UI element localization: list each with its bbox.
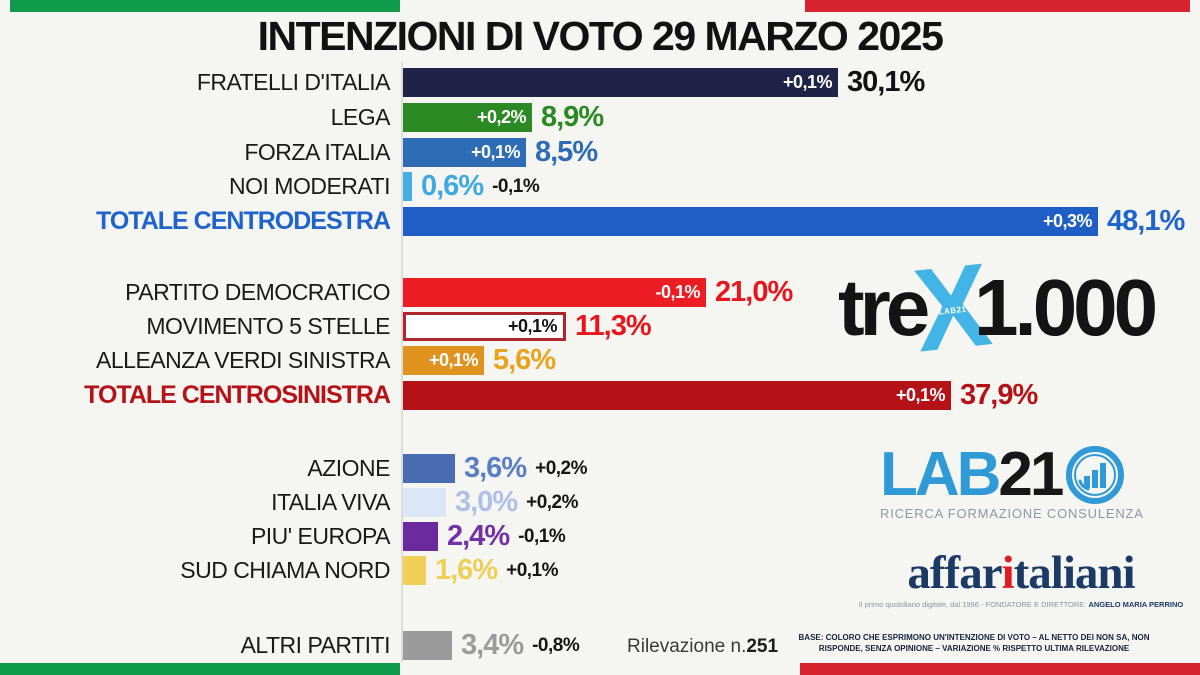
bar-row-italia-viva: ITALIA VIVA +0,2% 3,0% +0,2% bbox=[0, 488, 1200, 517]
value-label: 2,4% bbox=[447, 520, 510, 552]
delta-label: +0,2% bbox=[526, 491, 579, 513]
flag-stripe-bottom-green bbox=[0, 663, 400, 675]
delta-label: -0,1% bbox=[492, 175, 540, 197]
value-label: 1,6% bbox=[435, 554, 498, 586]
bar: +0,1% bbox=[403, 556, 426, 585]
lab21-logo-caption: RICERCA FORMAZIONE CONSULENZA bbox=[880, 506, 1144, 521]
bar: -0,1% bbox=[403, 278, 706, 307]
bar: +0,2% bbox=[403, 103, 532, 132]
bar-row-totale-centrosinistra: TOTALE CENTROSINISTRA +0,1%37,9%+0,1% bbox=[0, 381, 1200, 410]
delta-badge: +0,1% bbox=[782, 72, 833, 92]
trex-logo-text-1000: 1.000 bbox=[973, 263, 1158, 352]
party-label: FORZA ITALIA bbox=[244, 139, 390, 165]
value-label: 3,0% bbox=[455, 486, 518, 518]
value-label: 48,1% bbox=[1107, 205, 1185, 237]
bar: +0,1% bbox=[403, 138, 526, 167]
bar: +0,3% bbox=[403, 207, 1098, 236]
lab21-chart-circle-icon bbox=[1066, 446, 1125, 504]
party-label: LEGA bbox=[330, 104, 391, 130]
bar: +0,2% bbox=[403, 454, 455, 483]
party-label: AZIONE bbox=[307, 455, 390, 481]
methodology-footnote: BASE: COLORO CHE ESPRIMONO UN'INTENZIONE… bbox=[788, 633, 1160, 655]
trex-logo-text-tre: tre bbox=[838, 263, 930, 352]
lab21-logo: LAB 21 RICERCA FORMAZIONE CONSULENZA bbox=[880, 440, 1190, 522]
party-label: FRATELLI D'ITALIA bbox=[196, 69, 391, 95]
coalition-label: TOTALE CENTRODESTRA bbox=[96, 207, 391, 235]
value-label: 30,1% bbox=[847, 66, 925, 98]
bar-row-sud-chiama-nord: SUD CHIAMA NORD +0,1% 1,6% +0,1% bbox=[0, 556, 1200, 585]
delta-badge: +0,3% bbox=[1042, 211, 1093, 231]
lab21-logo-text-21: 21 bbox=[998, 440, 1064, 509]
affaritaliani-tagline: Il primo quotidiano digitale, dal 1996 -… bbox=[858, 600, 1184, 609]
value-label: 8,9% bbox=[541, 101, 604, 133]
party-label: ITALIA VIVA bbox=[271, 489, 390, 515]
affaritaliani-red-i: i bbox=[1001, 547, 1015, 599]
delta-badge: +0,1% bbox=[507, 316, 558, 336]
value-label: 3,4% bbox=[461, 629, 524, 661]
bar-row-partito-democratico: PARTITO DEMOCRATICO -0,1%21,0%-0,1% bbox=[0, 278, 1200, 307]
trex1000-logo: tre X LAB21 1.000 bbox=[838, 238, 1198, 376]
bar-row-movimento-5-stelle: MOVIMENTO 5 STELLE +0,1%11,3%+0,1% bbox=[0, 312, 1200, 341]
bar: +0,1% bbox=[403, 346, 484, 375]
bar: -0,8% bbox=[403, 631, 452, 660]
bar-row-altri-partiti: ALTRI PARTITI -0,8% 3,4% -0,8% bbox=[0, 631, 1200, 660]
bar-row-totale-centrodestra: TOTALE CENTRODESTRA +0,3%48,1%+0,3% bbox=[0, 207, 1200, 236]
flag-stripe-top-green bbox=[10, 0, 400, 12]
footnote-line-2: RISPONDE, SENZA OPINIONE – VARIAZIONE % … bbox=[818, 643, 1130, 653]
bar: +0,1% bbox=[403, 312, 566, 341]
bar: +0,1% bbox=[403, 68, 838, 97]
value-label: 37,9% bbox=[960, 379, 1038, 411]
party-label: NOI MODERATI bbox=[229, 173, 390, 199]
flag-stripe-top-red bbox=[805, 0, 1190, 12]
delta-label: +0,2% bbox=[535, 457, 588, 479]
value-label: 0,6% bbox=[421, 170, 484, 202]
delta-badge: +0,1% bbox=[895, 385, 946, 405]
party-label: ALLEANZA VERDI SINISTRA bbox=[96, 347, 390, 373]
party-label: PIU' EUROPA bbox=[250, 523, 391, 549]
affaritaliani-logo: affaritaliani Il primo quotidiano digita… bbox=[846, 548, 1196, 609]
delta-badge: +0,2% bbox=[476, 107, 527, 127]
flag-stripe-bottom-red bbox=[800, 663, 1200, 675]
bar: -0,1% bbox=[403, 172, 412, 201]
value-label: 3,6% bbox=[464, 452, 527, 484]
bar-row-noi-moderati: NOI MODERATI -0,1% 0,6% -0,1% bbox=[0, 172, 1200, 201]
affaritaliani-wordmark: affaritaliani bbox=[907, 547, 1135, 599]
chart-axis-line bbox=[401, 62, 403, 662]
bar: +0,1% bbox=[403, 381, 951, 410]
survey-number-label: Rilevazione n.251 bbox=[627, 636, 779, 657]
party-label: PARTITO DEMOCRATICO bbox=[125, 279, 390, 305]
value-label: 5,6% bbox=[493, 344, 556, 376]
delta-badge: -0,1% bbox=[655, 282, 700, 302]
bar-row-alleanza-verdi-sinistra: ALLEANZA VERDI SINISTRA +0,1%5,6%+0,1% bbox=[0, 346, 1200, 375]
value-label: 21,0% bbox=[715, 276, 793, 308]
footnote-line-1: BASE: COLORO CHE ESPRIMONO UN'INTENZIONE… bbox=[798, 633, 1150, 642]
delta-label: -0,1% bbox=[518, 525, 566, 547]
value-label: 11,3% bbox=[575, 310, 652, 342]
bar-row-fratelli-ditalia: FRATELLI D'ITALIA +0,1%30,1%+0,1% bbox=[0, 68, 1200, 97]
party-label: ALTRI PARTITI bbox=[240, 632, 391, 658]
bar-row-lega: LEGA +0,2%8,9%+0,2% bbox=[0, 103, 1200, 132]
bar: -0,1% bbox=[403, 522, 438, 551]
delta-label: +0,1% bbox=[506, 559, 559, 581]
lab21-logo-text-lab: LAB bbox=[880, 440, 1001, 509]
party-label: SUD CHIAMA NORD bbox=[180, 557, 390, 583]
bar-row-piu-europa: PIU' EUROPA -0,1% 2,4% -0,1% bbox=[0, 522, 1200, 551]
party-label: MOVIMENTO 5 STELLE bbox=[146, 313, 390, 339]
value-label: 8,5% bbox=[535, 136, 598, 168]
delta-label: -0,8% bbox=[532, 634, 580, 656]
coalition-label: TOTALE CENTROSINISTRA bbox=[84, 381, 391, 409]
page-title: INTENZIONI DI VOTO 29 MARZO 2025 bbox=[257, 13, 944, 59]
survey-number: 251 bbox=[746, 636, 779, 657]
delta-badge: +0,1% bbox=[470, 142, 521, 162]
bar-row-azione: AZIONE +0,2% 3,6% +0,2% bbox=[0, 454, 1200, 483]
bar: +0,2% bbox=[403, 488, 446, 517]
delta-badge: +0,1% bbox=[428, 350, 479, 370]
bar-row-forza-italia: FORZA ITALIA +0,1%8,5%+0,1% bbox=[0, 138, 1200, 167]
